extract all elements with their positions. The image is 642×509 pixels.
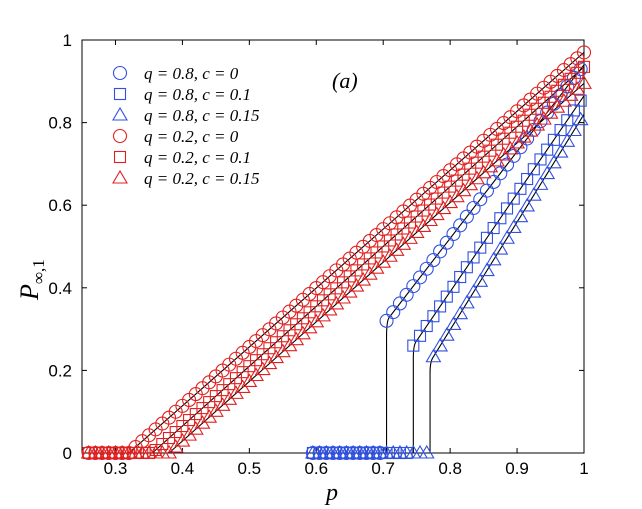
data-point-square bbox=[420, 319, 433, 333]
x-tick-label: 1 bbox=[579, 459, 588, 478]
data-point-square bbox=[460, 261, 473, 274]
data-point-square bbox=[567, 104, 581, 117]
axis-ticks: 0.3 0.4 0.5 0.6 0.7 0.8 0.9 1 0 0.2 0.4 0.6 0.8 1 bbox=[48, 31, 588, 478]
data-point-triangle bbox=[438, 327, 455, 341]
data-point-square bbox=[454, 270, 467, 284]
data-point-square bbox=[447, 280, 460, 293]
fit-curve bbox=[385, 64, 585, 453]
data-point-triangle bbox=[552, 143, 569, 158]
data-point-triangle bbox=[418, 444, 435, 459]
legend: q = 0.8, c = 0 q = 0.8, c = 0.1 q = 0.8, c… bbox=[112, 64, 260, 188]
x-axis-label: p bbox=[324, 480, 338, 506]
data-point-circle bbox=[112, 65, 128, 81]
data-point-triangle bbox=[452, 305, 469, 320]
data-point-triangle bbox=[432, 337, 449, 352]
data-point-triangle bbox=[566, 122, 582, 137]
fit-curve bbox=[128, 51, 585, 454]
x-tick-label: 0.3 bbox=[104, 459, 128, 478]
legend-label: q = 0.2, c = 0.15 bbox=[144, 169, 260, 188]
y-tick-label: 0.2 bbox=[48, 361, 72, 380]
data-point-triangle bbox=[412, 444, 428, 459]
data-point-square bbox=[427, 310, 440, 323]
data-point-square bbox=[534, 153, 547, 166]
data-point-square bbox=[500, 202, 514, 215]
data-point-triangle bbox=[572, 111, 589, 126]
x-tick-label: 0.4 bbox=[171, 459, 195, 478]
panel-label: (a) bbox=[332, 68, 358, 93]
data-point-triangle bbox=[505, 219, 522, 234]
data-point-triangle bbox=[112, 106, 128, 121]
y-tick-label: 0 bbox=[63, 444, 72, 463]
x-tick-label: 0.6 bbox=[304, 459, 328, 478]
x-tick-label: 0.9 bbox=[505, 459, 529, 478]
data-point-square bbox=[434, 300, 447, 313]
legend-label: q = 0.8, c = 0.1 bbox=[144, 85, 251, 104]
data-point-square bbox=[407, 339, 420, 352]
data-point-triangle bbox=[425, 348, 442, 363]
data-point-square bbox=[494, 212, 507, 225]
data-point-triangle bbox=[472, 273, 489, 287]
y-tick-label: 0.4 bbox=[48, 279, 72, 298]
y-axis-label: P∞,1 bbox=[15, 259, 48, 301]
data-point-triangle bbox=[465, 284, 482, 298]
y-tick-label: 1 bbox=[63, 31, 72, 50]
data-point-triangle bbox=[492, 240, 509, 255]
x-tick-label: 0.7 bbox=[371, 459, 395, 478]
data-point-triangle bbox=[545, 154, 562, 169]
data-point-square bbox=[440, 290, 453, 303]
y-tick-label: 0.8 bbox=[48, 114, 72, 133]
data-point-square bbox=[467, 251, 480, 264]
data-point-triangle bbox=[559, 133, 576, 147]
y-axis-label-sub: ∞,1 bbox=[29, 259, 48, 284]
data-point-square bbox=[554, 124, 567, 137]
data-markers bbox=[80, 45, 592, 461]
data-point-square bbox=[577, 60, 591, 73]
data-point-square bbox=[113, 87, 127, 101]
legend-label: q = 0.8, c = 0 bbox=[144, 64, 239, 83]
y-tick-label: 0.6 bbox=[48, 196, 72, 215]
data-point-square bbox=[514, 182, 527, 195]
legend-label: q = 0.2, c = 0 bbox=[144, 127, 239, 146]
svg-text:P∞,1: P∞,1 bbox=[15, 259, 48, 301]
legend-label: q = 0.2, c = 0.1 bbox=[144, 148, 251, 167]
data-point-triangle bbox=[445, 316, 462, 330]
data-point-triangle bbox=[485, 251, 502, 266]
data-point-triangle bbox=[576, 75, 592, 89]
data-point-square bbox=[413, 329, 427, 342]
data-point-triangle bbox=[112, 169, 128, 184]
data-point-triangle bbox=[532, 176, 549, 190]
data-point-triangle bbox=[525, 187, 542, 201]
y-axis-label-main: P bbox=[15, 284, 44, 301]
data-point-triangle bbox=[478, 262, 495, 277]
data-point-circle bbox=[112, 128, 128, 144]
legend-label: q = 0.8, c = 0.15 bbox=[144, 106, 260, 125]
x-tick-label: 0.5 bbox=[238, 459, 262, 478]
x-tick-label: 0.8 bbox=[438, 459, 462, 478]
data-point-square bbox=[521, 172, 534, 186]
data-point-triangle bbox=[458, 294, 475, 309]
data-point-triangle bbox=[519, 197, 536, 212]
data-point-triangle bbox=[512, 208, 529, 223]
data-point-square bbox=[487, 221, 500, 235]
data-point-square bbox=[561, 114, 574, 127]
data-point-circle bbox=[576, 45, 592, 60]
fit-curve bbox=[429, 114, 585, 453]
data-point-square bbox=[507, 192, 520, 205]
data-point-square bbox=[474, 241, 487, 254]
data-point-square bbox=[527, 163, 540, 176]
data-point-triangle bbox=[499, 230, 515, 244]
data-point-square bbox=[113, 150, 127, 164]
data-point-square bbox=[480, 231, 493, 244]
data-point-triangle bbox=[539, 165, 556, 180]
data-point-square bbox=[541, 143, 554, 156]
data-point-square bbox=[547, 133, 560, 146]
